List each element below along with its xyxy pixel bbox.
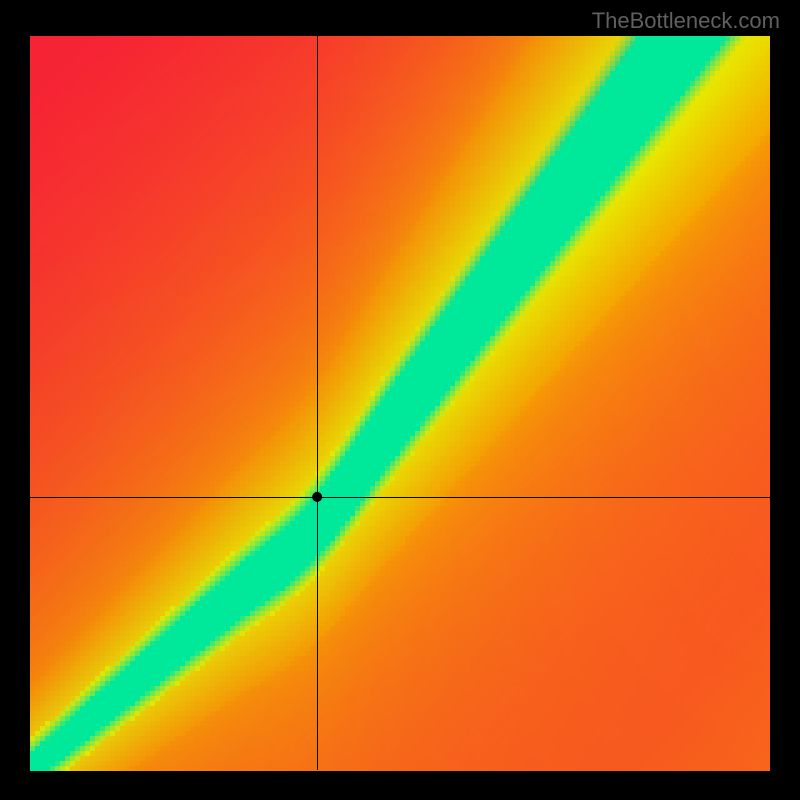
chart-container: { "watermark": { "text": "TheBottleneck.… (0, 0, 800, 800)
bottleneck-heatmap (0, 0, 800, 800)
watermark-text: TheBottleneck.com (592, 8, 780, 34)
